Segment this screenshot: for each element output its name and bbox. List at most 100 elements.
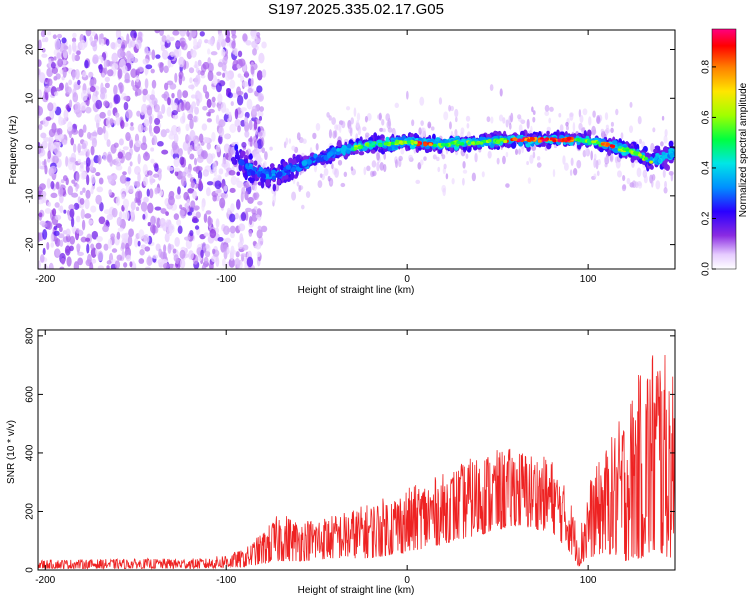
spectrogram-cell — [167, 166, 174, 171]
spectrogram-cell — [154, 206, 162, 211]
spectrogram-cell — [215, 82, 222, 93]
spectrogram-cell — [346, 149, 351, 154]
spectrogram-cell — [68, 44, 72, 55]
spectrogram-cell — [637, 153, 642, 157]
spectrogram-cell — [149, 174, 154, 186]
spectrogram-cell — [223, 133, 231, 140]
spectrogram-cell — [196, 156, 204, 164]
spectrogram-cell — [142, 88, 148, 96]
colorbar-tick-label: 0.0 — [701, 262, 712, 276]
spectrogram-cell — [386, 120, 392, 129]
spectrogram-cell — [103, 58, 108, 70]
spectrogram-cell — [243, 182, 250, 189]
spectrogram-cell — [567, 136, 572, 140]
spectrogram-cell — [563, 162, 569, 171]
spectrogram-cell — [569, 112, 574, 121]
spectrogram-cell — [390, 141, 395, 145]
spectrogram-cell — [108, 189, 113, 196]
spectrogram-cell — [247, 87, 253, 94]
spectrogram-cell — [382, 128, 386, 133]
spectrogram-cell — [444, 143, 449, 147]
spectrogram-cell — [406, 140, 411, 144]
spectrogram-cell — [72, 92, 79, 103]
spectrogram-cell — [163, 244, 167, 253]
spectrogram-cell — [441, 154, 446, 160]
spectrogram-cell — [121, 233, 128, 240]
spectrogram-cell — [125, 254, 132, 262]
spectrogram-y-tick-label: -10 — [25, 188, 36, 203]
spectrogram-cell — [136, 68, 141, 76]
spectrogram-cell — [423, 156, 427, 161]
spectrogram-cell — [90, 186, 94, 195]
spectrogram-cell — [204, 39, 209, 44]
spectrogram-cell — [419, 96, 425, 106]
spectrogram-cell — [230, 203, 235, 213]
spectrogram-cell — [505, 151, 509, 158]
spectrogram-cell — [632, 142, 637, 150]
spectrogram-cell — [537, 139, 542, 143]
spectrogram-cell — [115, 161, 122, 167]
spectrogram-cell — [588, 116, 592, 126]
spectrogram-cell — [102, 151, 108, 161]
spectrogram-cell — [136, 110, 141, 117]
spectrogram-cell — [350, 117, 354, 125]
spectrogram-cell — [229, 123, 237, 134]
spectrogram-cell — [197, 38, 203, 45]
spectrogram-cell — [127, 235, 133, 247]
spectrogram-cell — [204, 250, 211, 258]
spectrogram-cell — [475, 141, 480, 145]
spectrogram-cell — [168, 223, 175, 234]
spectrogram-cell — [215, 256, 220, 268]
spectrogram-cell — [345, 106, 351, 111]
spectrogram-cell — [226, 228, 231, 233]
colorbar-tick-label: 0.4 — [701, 161, 712, 175]
spectrogram-cell — [56, 33, 63, 39]
spectrogram-cell — [151, 49, 156, 61]
spectrogram-cell — [194, 225, 200, 230]
spectrogram-cell — [421, 127, 427, 137]
spectrogram-cell — [249, 135, 253, 147]
spectrogram-cell — [81, 219, 86, 231]
spectrogram-cell — [240, 159, 245, 166]
spectrogram-cell — [244, 70, 249, 79]
spectrogram-cell — [110, 41, 116, 50]
spectrogram-cell — [96, 186, 104, 193]
spectrogram-cell — [227, 92, 233, 99]
spectrogram-cell — [41, 47, 46, 53]
spectrogram-cell — [487, 139, 492, 143]
spectrogram-cell — [229, 79, 236, 89]
spectrogram-cell — [50, 233, 54, 243]
spectrogram-cell — [106, 265, 110, 269]
spectrogram-cell — [317, 180, 323, 189]
spectrogram-cell — [592, 110, 596, 118]
spectrogram-cell — [620, 132, 624, 140]
spectrogram-cell — [125, 109, 133, 119]
spectrogram-cell — [413, 140, 418, 145]
spectrogram-cell — [133, 32, 137, 39]
spectrogram-cell — [334, 124, 339, 131]
spectrogram-cell — [217, 93, 223, 104]
spectrogram-cell — [206, 98, 212, 109]
spectrogram-cell — [80, 171, 87, 180]
spectrogram-cell — [285, 164, 291, 170]
spectrogram-cell — [230, 245, 235, 255]
spectrogram-cell — [39, 220, 46, 226]
spectrogram-cell — [236, 90, 244, 96]
spectrogram-cell — [243, 116, 249, 126]
snr-y-tick-label: 800 — [25, 327, 36, 344]
spectrogram-cell — [130, 201, 136, 211]
spectrogram-cell — [253, 206, 258, 211]
snr-plot-area — [38, 354, 675, 570]
spectrogram-cell — [189, 129, 196, 141]
spectrogram-cell — [90, 205, 97, 213]
spectrogram-cell — [120, 242, 125, 250]
spectrogram-cell — [378, 112, 382, 121]
spectrogram-cell — [462, 145, 468, 151]
spectrogram-cell — [151, 97, 158, 106]
spectrogram-cell — [569, 169, 573, 176]
spectrogram-cell — [552, 169, 556, 178]
spectrogram-cell — [56, 151, 62, 158]
spectrogram-cell — [514, 148, 519, 155]
spectrogram-cell — [51, 208, 57, 216]
